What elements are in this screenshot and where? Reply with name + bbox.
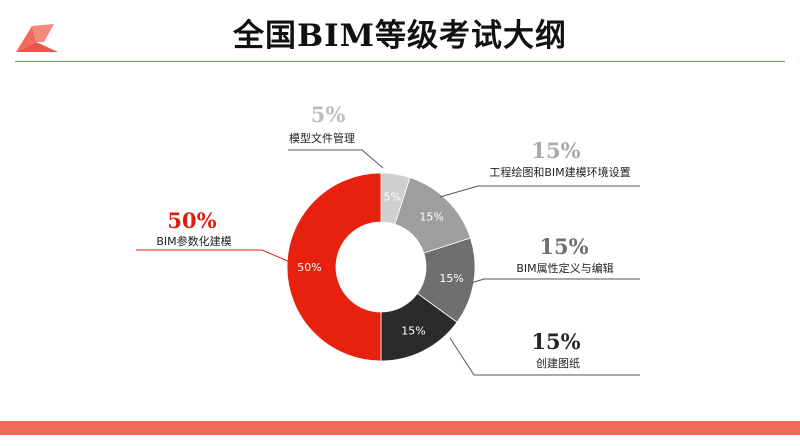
chart-inner-labels: 5% 15% 15% 15% 50% <box>297 190 464 337</box>
page-title: 全国BIM等级考试大纲 <box>232 18 568 54</box>
chart-leader-lines <box>136 149 640 376</box>
slice-percent-label: 15% <box>531 329 580 354</box>
slice-percent-label: 50% <box>167 208 216 233</box>
slice-value-label: 15% <box>419 210 443 223</box>
slice-value-label: 50% <box>297 261 321 274</box>
slice-percent-label: 15% <box>531 138 580 163</box>
slice-category-label: 模型文件管理 <box>289 131 355 145</box>
footer-band <box>0 421 800 435</box>
leader-line <box>470 278 640 284</box>
leader-line <box>136 249 291 263</box>
slice-category-label: BIM属性定义与编辑 <box>516 261 613 275</box>
chart-outer-labels: 5% 模型文件管理 15% 工程绘图和BIM建模环境设置 15% BIM属性定义与编辑 15… <box>156 102 630 370</box>
chart-slices <box>286 172 476 362</box>
leader-line <box>439 185 640 198</box>
slice-category-label: 工程绘图和BIM建模环境设置 <box>489 165 630 179</box>
slice-value-label: 15% <box>401 325 425 338</box>
slice-category-label: BIM参数化建模 <box>156 234 231 248</box>
slice-category-label: 创建图纸 <box>536 356 580 370</box>
slice-value-label: 15% <box>439 272 463 285</box>
logo-icon <box>16 24 58 52</box>
slice-percent-label: 5% <box>311 102 346 127</box>
leader-line <box>449 337 640 376</box>
title-divider <box>15 61 785 62</box>
slice-percent-label: 15% <box>539 234 588 259</box>
slice-value-label: 5% <box>383 190 400 203</box>
chart-slice <box>286 172 382 362</box>
leader-line <box>288 149 384 169</box>
